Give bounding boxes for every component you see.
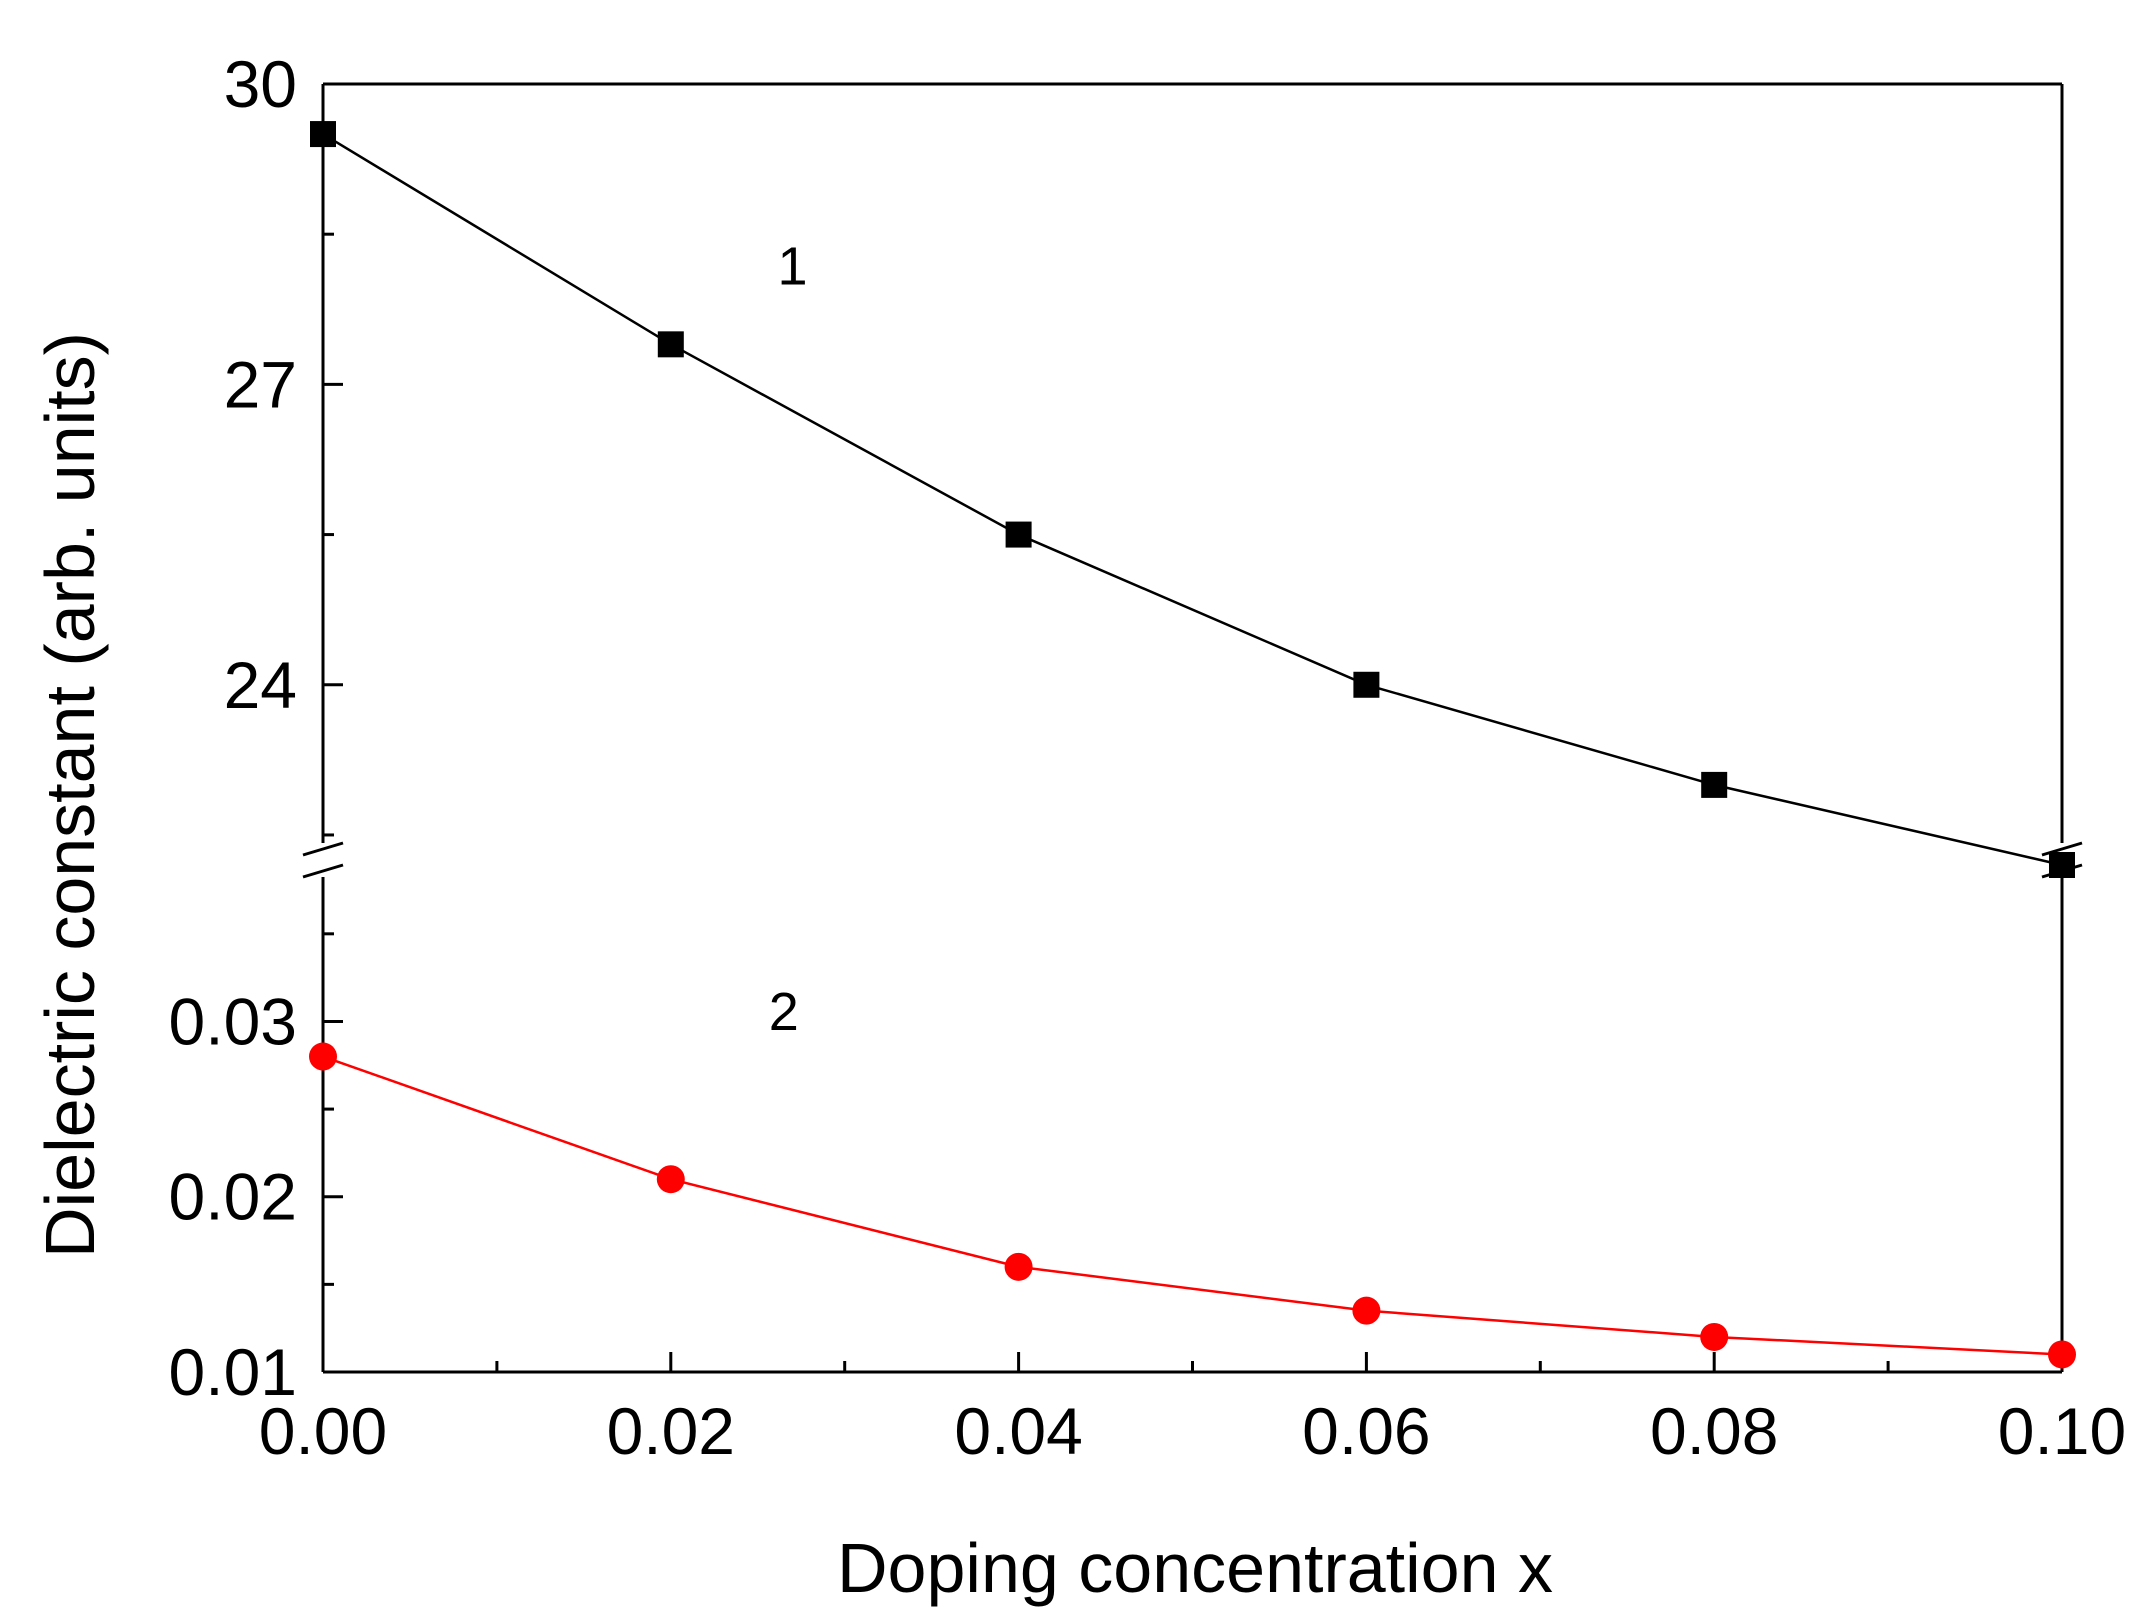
- break-mark-left-bottom: [302, 863, 344, 879]
- y-tick-label-lower: 0.03: [169, 984, 297, 1058]
- series-1-point: [1005, 521, 1032, 548]
- x-tick-label: 0.10: [1998, 1394, 2126, 1468]
- series-2-label: 2: [769, 982, 799, 1042]
- axis-break: [302, 841, 2083, 879]
- x-tick-label: 0.08: [1650, 1394, 1778, 1468]
- x-tick-label: 0.02: [607, 1394, 735, 1468]
- break-mark-left-top: [302, 841, 344, 857]
- x-axis-title: Doping concentration x: [837, 1529, 1553, 1607]
- series-2-point: [1700, 1322, 1729, 1351]
- y-tick-label-upper: 30: [224, 47, 297, 121]
- x-tick-label: 0.00: [259, 1394, 387, 1468]
- break-mark-right-top: [2041, 841, 2083, 857]
- axis-ticks: [321, 82, 2064, 1374]
- series-2-point: [656, 1165, 685, 1194]
- series-2-line: [322, 1055, 2063, 1356]
- series-1-point: [310, 121, 336, 148]
- series-1-line: [322, 132, 2063, 867]
- series-2-point: [1004, 1252, 1033, 1281]
- y-axis-title: Dielectric constant (arb. units): [31, 332, 109, 1258]
- series-1-label: 1: [778, 236, 808, 296]
- series-1-point: [1353, 671, 1380, 698]
- y-tick-label-upper: 24: [224, 648, 297, 722]
- series-2-point: [2048, 1340, 2076, 1369]
- plot-frame: [321, 82, 2064, 1374]
- y-tick-label-upper: 27: [224, 347, 297, 421]
- series-layer: [309, 121, 2076, 1369]
- y-tick-label-lower: 0.01: [169, 1335, 297, 1409]
- x-tick-label: 0.04: [954, 1394, 1082, 1468]
- series-2-point: [309, 1042, 337, 1071]
- series-2-point: [1352, 1296, 1381, 1325]
- series-1-point: [1701, 771, 1728, 798]
- tick-labels: 0.00 0.02 0.04 0.06 0.08 0.10 30 27 24 0.03 0.02 0.…: [169, 47, 2127, 1468]
- series-1-point: [657, 331, 684, 358]
- x-tick-label: 0.06: [1302, 1394, 1430, 1468]
- y-tick-label-lower: 0.02: [169, 1160, 297, 1234]
- break-mark-right-bottom: [2041, 863, 2083, 879]
